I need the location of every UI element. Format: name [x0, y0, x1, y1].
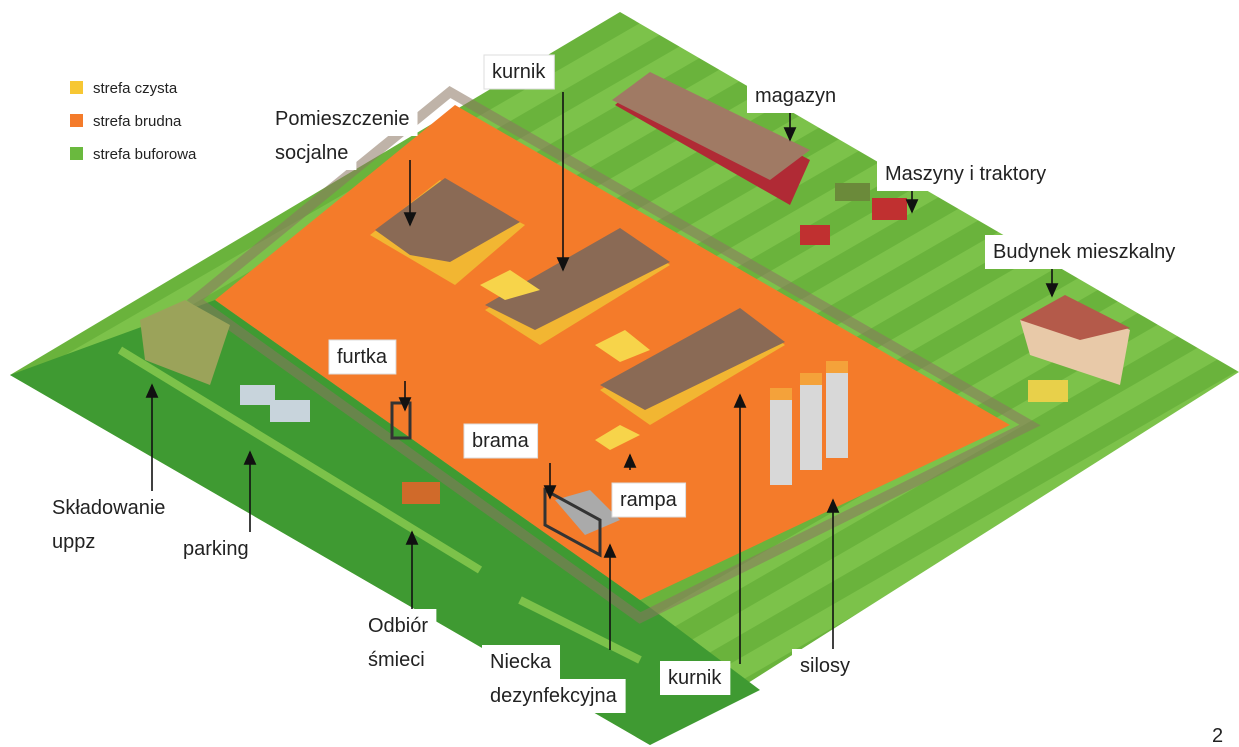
callout-text: Budynek mieszkalny [993, 241, 1175, 263]
legend-label: strefa brudna [93, 113, 182, 130]
callout-text: Maszyny i traktory [885, 163, 1046, 185]
callout-text: furtka [337, 346, 388, 368]
legend-label: strefa buforowa [93, 146, 197, 163]
farm-diagram: strefa czysta strefa brudna strefa buforow… [0, 0, 1239, 747]
callout-text: śmieci [368, 649, 425, 671]
callout-text: Odbiór [368, 615, 428, 637]
legend-swatch [70, 147, 83, 160]
callout-text: uppz [52, 531, 95, 553]
legend-label: strefa czysta [93, 80, 178, 97]
callout-text: socjalne [275, 142, 348, 164]
callout-text: brama [472, 430, 530, 452]
callout-text: parking [183, 538, 249, 560]
callout-text: Pomieszczenie [275, 108, 410, 130]
legend-swatch [70, 114, 83, 127]
legend: strefa czysta strefa brudna strefa buforow… [70, 80, 197, 163]
page-number: 2 [1212, 725, 1223, 747]
callout-text: kurnik [492, 61, 546, 83]
callout-text: magazyn [755, 85, 836, 107]
callout-text: Składowanie [52, 497, 165, 519]
callout-text: dezynfekcyjna [490, 685, 618, 707]
callout-text: Niecka [490, 651, 552, 673]
callout-text: rampa [620, 489, 678, 511]
legend-swatch [70, 81, 83, 94]
callout-text: kurnik [668, 667, 722, 689]
callout-text: silosy [800, 655, 850, 677]
